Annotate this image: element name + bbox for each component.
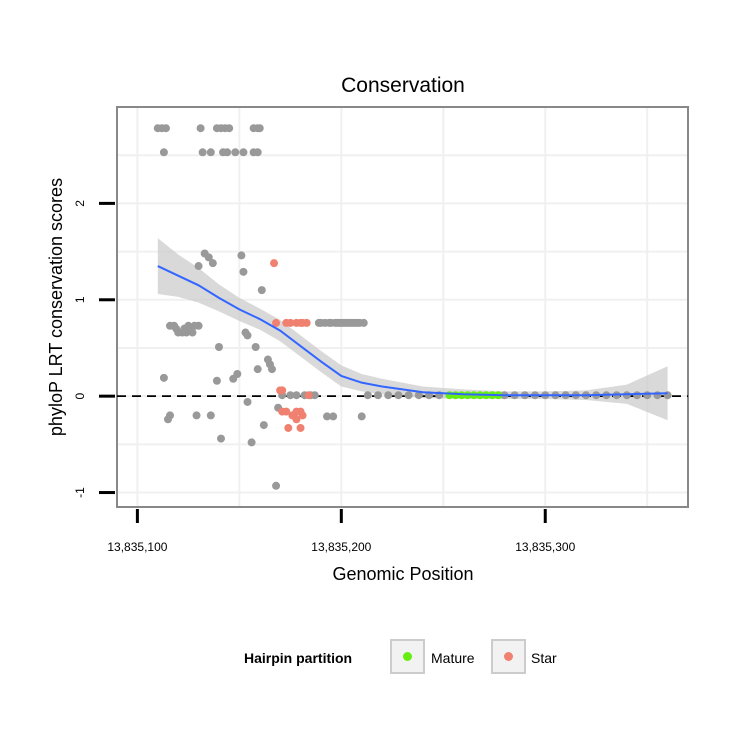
- data-point-other: [267, 365, 276, 374]
- x-tick-label: 13,835,300: [515, 540, 575, 554]
- data-point-other: [192, 411, 201, 420]
- data-point-other: [363, 391, 372, 400]
- points-layer: [153, 124, 672, 490]
- series-other: [153, 124, 672, 490]
- legend-title: Hairpin partition: [244, 650, 352, 666]
- data-point-other: [166, 411, 175, 420]
- legend-swatch-mature: [403, 652, 412, 661]
- data-point-other: [225, 124, 234, 133]
- y-tick-label: 0: [73, 393, 87, 400]
- data-point-other: [204, 253, 213, 262]
- data-point-other: [194, 321, 203, 330]
- data-point-other: [237, 251, 246, 260]
- data-point-other: [239, 148, 248, 157]
- data-point-other: [251, 343, 260, 351]
- data-point-other: [217, 434, 226, 443]
- data-point-other: [239, 267, 248, 276]
- data-point-other: [384, 391, 393, 400]
- data-point-other: [359, 318, 368, 327]
- data-point-other: [633, 391, 642, 400]
- legend-label-star: Star: [531, 650, 557, 666]
- smooth-trend-line: [157, 265, 668, 397]
- data-point-star: [304, 391, 313, 400]
- y-tick-label: -1: [73, 487, 87, 498]
- data-point-other: [374, 391, 383, 400]
- data-point-star: [278, 386, 287, 395]
- data-point-other: [357, 412, 366, 421]
- x-tick-label: 13,835,200: [311, 540, 371, 554]
- x-axis-title: Genomic Position: [332, 564, 473, 584]
- data-point-other: [253, 148, 262, 157]
- confidence-ribbon: [157, 238, 668, 421]
- data-point-other: [159, 148, 168, 157]
- data-point-star: [284, 423, 293, 432]
- data-point-other: [329, 412, 338, 421]
- data-point-other: [231, 148, 240, 157]
- confidence-ribbon-layer: [157, 238, 668, 421]
- data-point-star: [272, 318, 281, 327]
- y-axis-title: phyloP LRT conservation scores: [46, 178, 66, 436]
- data-point-star: [292, 415, 301, 424]
- data-point-other: [208, 259, 217, 268]
- data-point-other: [272, 481, 281, 490]
- data-point-other: [243, 331, 252, 340]
- data-point-other: [212, 376, 221, 385]
- data-point-other: [643, 391, 652, 400]
- data-point-star: [270, 259, 279, 268]
- data-point-other: [214, 343, 223, 351]
- plot-panel: [116, 106, 689, 508]
- data-point-other: [323, 412, 332, 421]
- gridlines: [118, 108, 687, 506]
- data-point-star: [296, 423, 305, 432]
- data-point-other: [159, 373, 168, 382]
- smooth-line-layer: [157, 265, 668, 397]
- data-point-other: [206, 148, 215, 157]
- series-star: [270, 259, 313, 432]
- legend-label-mature: Mature: [431, 650, 475, 666]
- data-point-other: [247, 438, 256, 447]
- axes-layer: 13,835,100 13,835,200 13,835,300 -1 0 1 2: [73, 200, 576, 554]
- legend-key-star: [491, 639, 526, 674]
- data-point-other: [394, 391, 403, 400]
- data-point-other: [198, 148, 207, 157]
- data-point-other: [223, 148, 232, 157]
- legend-swatch-star: [504, 652, 513, 661]
- data-point-other: [257, 286, 266, 295]
- data-point-other: [243, 397, 252, 406]
- data-point-other: [255, 124, 264, 133]
- data-point-star: [302, 318, 311, 327]
- y-tick-label: 2: [73, 200, 87, 207]
- data-point-star: [298, 411, 307, 420]
- data-point-other: [292, 391, 301, 400]
- data-point-star: [282, 407, 291, 416]
- data-point-other: [206, 411, 215, 420]
- data-point-star: [286, 318, 295, 327]
- data-point-other: [161, 124, 170, 133]
- legend: Hairpin partition Mature Star: [244, 639, 557, 674]
- data-point-other: [253, 365, 262, 374]
- data-point-other: [259, 421, 268, 430]
- data-point-other: [310, 391, 319, 400]
- y-tick-label: 1: [73, 296, 87, 303]
- data-point-other: [233, 369, 242, 378]
- data-point-other: [188, 328, 197, 337]
- data-point-other: [286, 391, 295, 400]
- data-point-other: [404, 391, 413, 400]
- data-point-other: [653, 391, 662, 400]
- x-tick-label: 13,835,100: [107, 540, 167, 554]
- data-point-other: [194, 262, 203, 271]
- data-point-other: [414, 391, 423, 400]
- chart-title: Conservation: [341, 74, 465, 97]
- data-point-other: [196, 124, 205, 133]
